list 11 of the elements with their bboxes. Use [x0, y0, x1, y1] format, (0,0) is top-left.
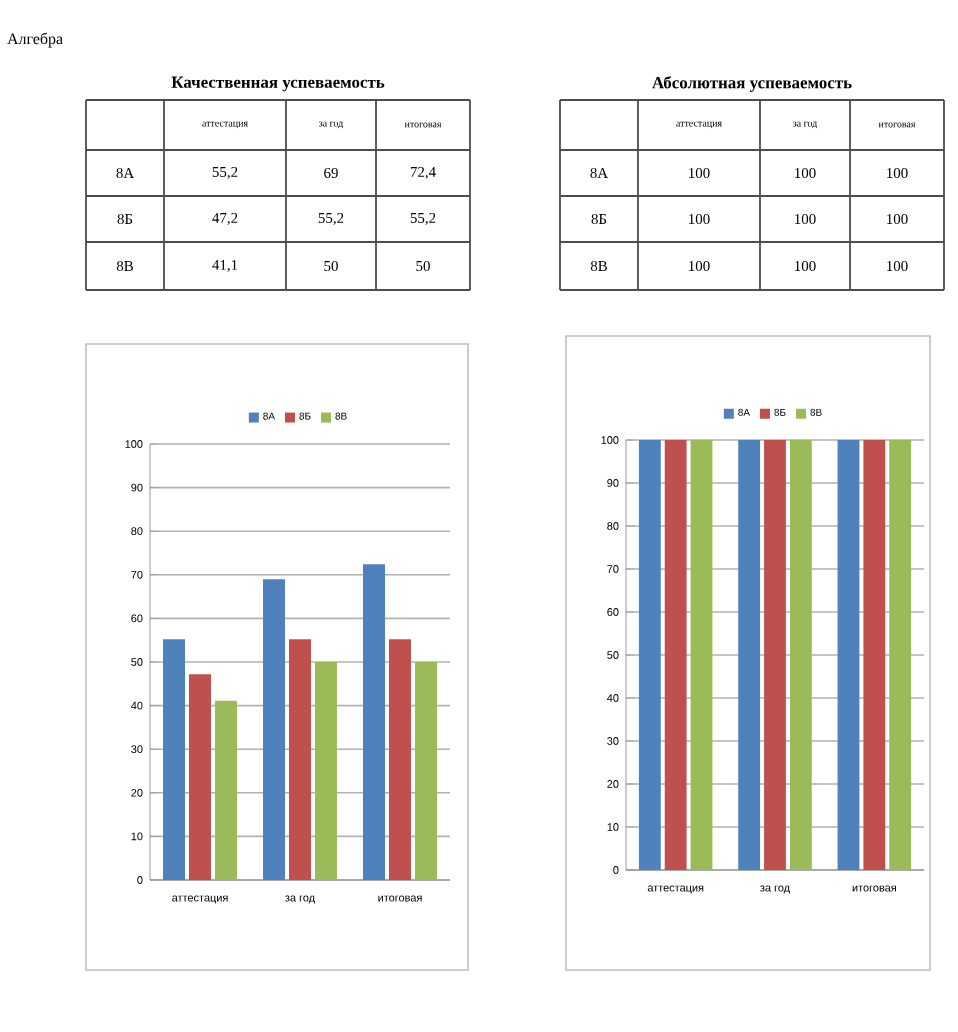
chart-title: Качественная успеваемость [171, 76, 385, 92]
chart-title: Абсолютная успеваемость [652, 76, 852, 92]
bar [263, 579, 286, 880]
bar [389, 639, 411, 880]
bar [289, 639, 311, 880]
bar [214, 700, 237, 880]
bar [414, 661, 437, 880]
bar [363, 564, 386, 880]
bar [189, 674, 211, 880]
bar [314, 661, 337, 880]
bar [163, 639, 186, 880]
